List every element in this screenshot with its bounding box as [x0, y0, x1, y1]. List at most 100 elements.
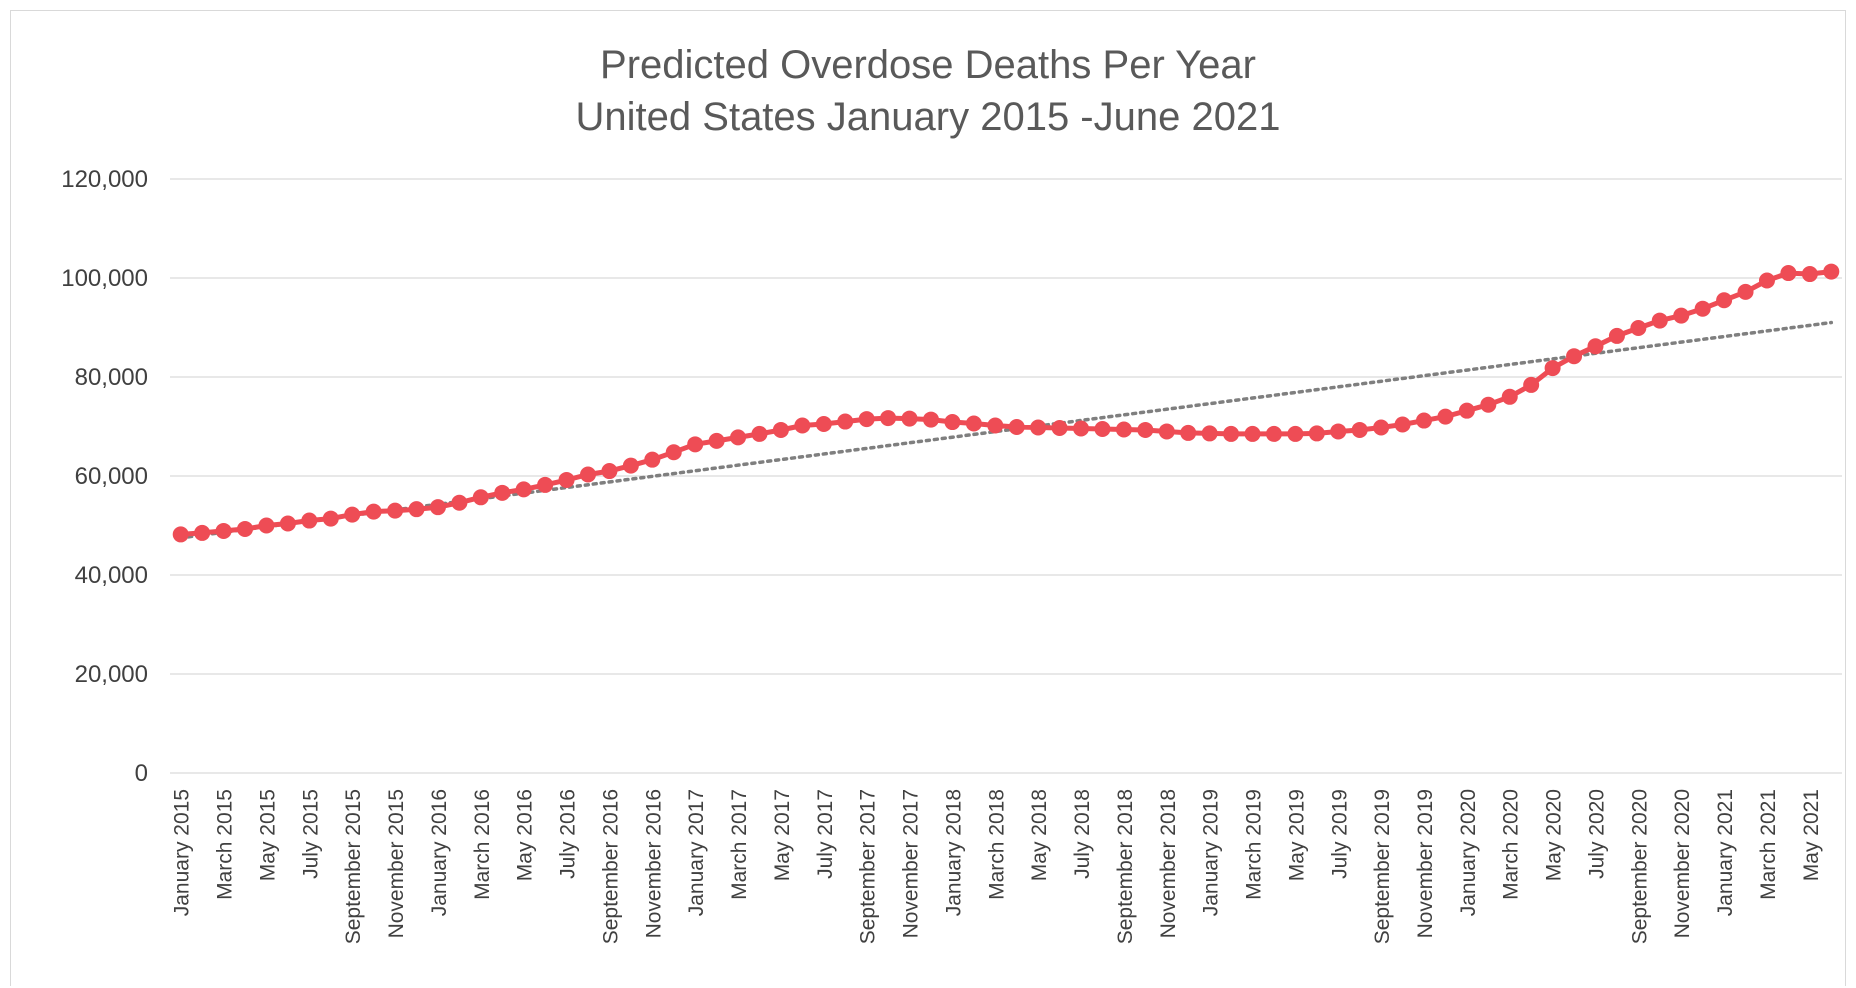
data-point — [1608, 327, 1625, 344]
data-point — [1566, 348, 1583, 365]
chart-title-line-1: Predicted Overdose Deaths Per Year — [600, 43, 1256, 87]
data-point — [1544, 360, 1561, 377]
x-tick-label: September 2016 — [599, 789, 622, 944]
data-point — [1287, 425, 1304, 442]
data-point — [708, 432, 725, 449]
data-point — [1137, 421, 1154, 438]
x-tick-label: May 2018 — [1028, 789, 1051, 881]
gridlines — [170, 178, 1842, 774]
data-point — [1201, 425, 1218, 442]
data-point — [1351, 421, 1368, 438]
data-point — [344, 506, 361, 523]
x-tick-label: January 2015 — [171, 789, 194, 916]
data-point — [622, 457, 639, 474]
data-point — [815, 416, 832, 433]
series-group — [172, 263, 1840, 543]
data-point — [837, 413, 854, 430]
data-point — [1630, 319, 1647, 336]
data-point — [1115, 421, 1132, 438]
trendline-group — [178, 320, 1834, 540]
x-tick-label: January 2017 — [685, 789, 708, 916]
x-tick-label: September 2018 — [1114, 789, 1137, 944]
data-point — [365, 503, 382, 520]
x-tick-label: September 2020 — [1628, 789, 1651, 944]
data-point — [1823, 263, 1840, 280]
data-point — [408, 501, 425, 518]
x-tick-label: January 2016 — [428, 789, 451, 916]
y-tick-label: 100,000 — [61, 265, 148, 292]
data-point — [772, 421, 789, 438]
data-point — [1801, 266, 1818, 283]
data-point — [944, 414, 961, 431]
x-tick-label: July 2015 — [299, 789, 322, 879]
data-point — [1458, 402, 1475, 419]
data-point — [601, 463, 618, 480]
data-point — [1523, 376, 1540, 393]
data-point — [1587, 338, 1604, 355]
data-point — [1308, 425, 1325, 442]
y-tick-label: 0 — [135, 760, 148, 787]
x-tick-label: September 2015 — [342, 789, 365, 944]
data-point — [794, 417, 811, 434]
x-tick-label: November 2015 — [385, 789, 408, 938]
data-point — [258, 517, 275, 534]
data-point — [1501, 388, 1518, 405]
x-tick-label: May 2021 — [1800, 789, 1823, 881]
y-tick-label: 20,000 — [75, 661, 148, 688]
data-point — [1780, 265, 1797, 282]
x-tick-label: July 2016 — [557, 789, 580, 879]
data-point — [922, 411, 939, 428]
data-point — [1180, 424, 1197, 441]
data-point — [1030, 419, 1047, 436]
x-tick-label: November 2016 — [642, 789, 665, 938]
x-axis-ticks: January 2015 March 2015 May 2015 July 2015 S… — [171, 789, 1823, 944]
data-point — [1073, 420, 1090, 437]
data-point — [858, 411, 875, 428]
data-point — [1051, 419, 1068, 436]
data-point — [387, 502, 404, 519]
x-tick-label: January 2020 — [1457, 789, 1480, 916]
data-point — [1716, 292, 1733, 309]
data-point — [494, 484, 511, 501]
data-point — [580, 466, 596, 483]
x-tick-label: September 2017 — [857, 789, 880, 944]
y-tick-label: 60,000 — [75, 463, 148, 490]
x-tick-label: March 2019 — [1243, 789, 1266, 900]
series-line — [180, 269, 1832, 537]
y-tick-label: 120,000 — [61, 166, 148, 193]
data-point — [237, 520, 254, 537]
data-point — [558, 471, 575, 488]
x-tick-label: November 2020 — [1671, 789, 1694, 938]
data-point — [965, 415, 982, 432]
data-point — [880, 410, 897, 427]
data-point — [1158, 423, 1175, 440]
data-point — [1480, 396, 1497, 413]
data-point — [1737, 283, 1754, 300]
data-point — [644, 451, 661, 468]
data-point — [301, 512, 318, 529]
x-tick-label: January 2019 — [1200, 789, 1223, 916]
data-point — [1244, 425, 1261, 442]
chart-title-line-2: United States January 2015 -June 2021 — [576, 95, 1281, 139]
x-tick-label: November 2018 — [1157, 789, 1180, 938]
x-tick-label: November 2019 — [1414, 789, 1437, 938]
x-tick-label: July 2020 — [1585, 789, 1608, 879]
x-tick-label: September 2019 — [1371, 789, 1394, 944]
chart-frame — [10, 10, 1846, 986]
data-point — [515, 481, 532, 498]
data-point — [751, 425, 768, 442]
x-tick-label: November 2017 — [900, 789, 923, 938]
x-tick-label: March 2018 — [985, 789, 1008, 900]
data-point — [1265, 425, 1282, 442]
x-tick-label: May 2020 — [1543, 789, 1566, 881]
data-point — [987, 417, 1004, 434]
data-point — [1758, 272, 1775, 289]
data-point — [472, 489, 489, 506]
data-point — [322, 510, 339, 527]
data-point — [665, 444, 682, 461]
data-point — [687, 436, 704, 453]
data-point — [1394, 416, 1411, 433]
x-tick-label: March 2016 — [471, 789, 494, 900]
y-tick-label: 40,000 — [75, 562, 148, 589]
